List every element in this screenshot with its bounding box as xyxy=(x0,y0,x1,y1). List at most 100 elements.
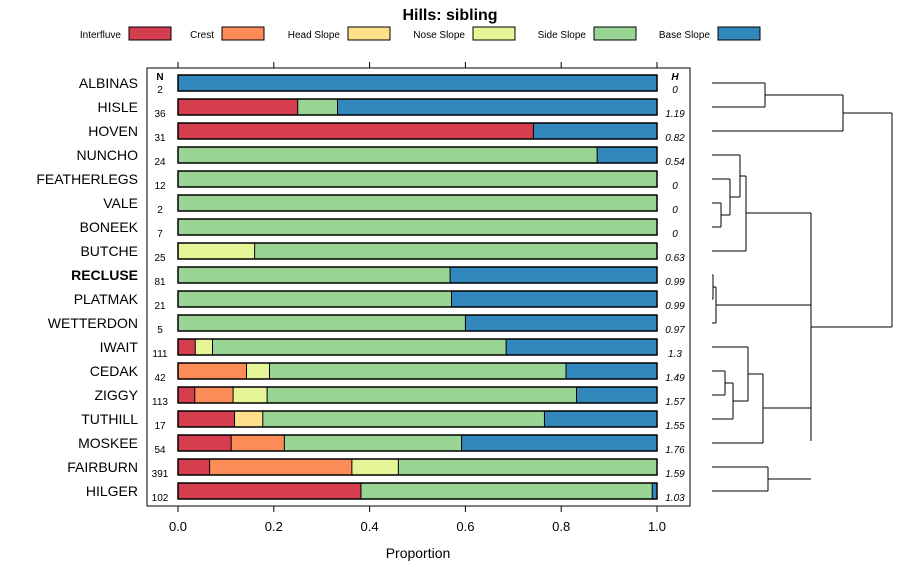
bar-segment xyxy=(178,315,466,331)
row-label: VALE xyxy=(103,195,138,211)
bar-segment xyxy=(178,171,657,187)
bar-segment xyxy=(461,435,657,451)
bar-segment xyxy=(178,339,196,355)
legend-swatch xyxy=(717,26,761,41)
legend-swatch xyxy=(593,26,637,41)
h-value: 0.63 xyxy=(665,253,685,264)
n-value: 7 xyxy=(157,229,163,240)
row-label: ALBINAS xyxy=(79,75,138,91)
legend-swatch xyxy=(472,26,516,41)
row-label: TUTHILL xyxy=(81,411,138,427)
dendrogram-branch xyxy=(712,466,769,492)
dendrogram-branch xyxy=(712,94,844,132)
dendrogram-branch xyxy=(712,154,741,198)
bar-segment xyxy=(178,411,235,427)
bar-outline xyxy=(177,218,658,236)
dendrogram-branch xyxy=(716,304,812,441)
bar-segment xyxy=(178,123,534,139)
x-axis-title: Proportion xyxy=(386,545,451,561)
row-label: BUTCHE xyxy=(80,243,138,259)
n-value: 391 xyxy=(152,469,169,480)
dendrogram-branch xyxy=(712,202,722,228)
h-value: 1.76 xyxy=(665,445,685,456)
bar-segment xyxy=(544,411,657,427)
bar-segment xyxy=(194,387,234,403)
h-value: 1.59 xyxy=(665,469,685,480)
bar-segment xyxy=(178,291,452,307)
bar-segment xyxy=(178,363,247,379)
n-value: 2 xyxy=(157,205,163,216)
bar-segment xyxy=(246,363,270,379)
h-value: 1.03 xyxy=(665,493,685,504)
h-value: 0.97 xyxy=(665,325,685,336)
n-value: 5 xyxy=(157,325,163,336)
dendrogram-branch xyxy=(811,112,893,328)
x-axis: 0.0 0.2 0.4 0.6 0.8 1.0 xyxy=(169,62,666,534)
x-tick-label: 0.8 xyxy=(552,519,570,534)
dendrogram-branch xyxy=(746,212,812,305)
legend-label: Interfluve xyxy=(80,30,122,41)
h-value: 0.99 xyxy=(665,277,685,288)
row-label: IWAIT xyxy=(100,339,139,355)
bar-segment xyxy=(178,483,361,499)
h-value: 0 xyxy=(672,205,678,216)
h-value: 0.82 xyxy=(665,133,685,144)
bar-segment xyxy=(351,459,399,475)
bar-segment xyxy=(178,75,657,91)
bar-outline xyxy=(177,386,658,404)
x-tick-label: 0.6 xyxy=(456,519,474,534)
row-label: FEATHERLEGS xyxy=(36,171,138,187)
bar-segment xyxy=(212,339,507,355)
bar-segment xyxy=(451,291,657,307)
n-value: 21 xyxy=(154,301,166,312)
row-label: WETTERDON xyxy=(48,315,138,331)
h-value: 0.99 xyxy=(665,301,685,312)
bar-segment xyxy=(465,315,657,331)
bar-outline xyxy=(177,146,658,164)
bar-segment xyxy=(398,459,657,475)
h-value: 0 xyxy=(672,85,678,96)
bar-segment xyxy=(234,411,263,427)
h-value: 0.54 xyxy=(665,157,685,168)
bar-outline xyxy=(177,170,658,188)
h-value: 1.55 xyxy=(665,421,685,432)
n-value: 111 xyxy=(152,349,168,360)
plot-panel xyxy=(146,67,691,507)
bar-segment xyxy=(597,147,657,163)
dendrogram-branch xyxy=(712,382,734,420)
bar-segment xyxy=(178,147,598,163)
h-value: 1.3 xyxy=(668,349,682,360)
bar-outline xyxy=(177,410,658,428)
bar-outline xyxy=(177,458,658,476)
dendrogram-branch xyxy=(712,370,726,396)
bar-outline xyxy=(177,98,658,116)
n-value: 54 xyxy=(154,445,166,456)
bar-segment xyxy=(506,339,657,355)
bar-segment xyxy=(576,387,657,403)
bar-segment xyxy=(284,435,462,451)
row-label: HILGER xyxy=(86,483,138,499)
row-label: ZIGGY xyxy=(94,387,138,403)
bar-segment xyxy=(267,387,577,403)
bar-segment xyxy=(254,243,657,259)
h-column-header: H xyxy=(671,72,679,83)
legend: Interfluve Crest Head Slope Nose Slope Side … xyxy=(80,26,761,41)
chart-title: Hills: sibling xyxy=(402,7,497,24)
bar-outline xyxy=(177,122,658,140)
bar-segment xyxy=(565,363,657,379)
legend-label: Nose Slope xyxy=(413,30,465,41)
row-label: RECLUSE xyxy=(71,267,138,283)
h-value: 1.57 xyxy=(665,397,685,408)
h-value: 0 xyxy=(672,229,678,240)
bar-segment xyxy=(178,99,298,115)
n-value: 81 xyxy=(154,277,166,288)
legend-swatch xyxy=(221,26,265,41)
bar-segment xyxy=(178,267,451,283)
bar-outline xyxy=(177,362,658,380)
bar-segment xyxy=(652,483,657,499)
dendrogram-branch xyxy=(712,82,766,108)
bar-segment xyxy=(209,459,352,475)
bar-segment xyxy=(178,387,195,403)
bar-outline xyxy=(177,194,658,212)
